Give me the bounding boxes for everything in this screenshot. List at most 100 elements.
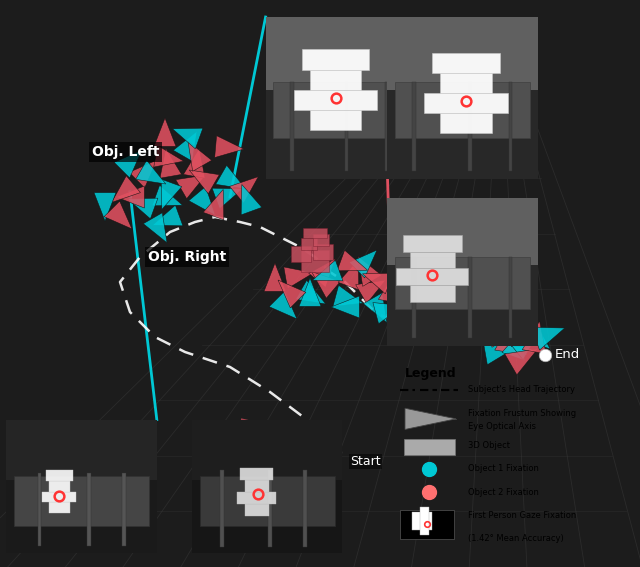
Polygon shape <box>531 327 565 350</box>
Polygon shape <box>214 136 244 158</box>
Bar <box>387 17 538 90</box>
Bar <box>49 481 70 492</box>
Bar <box>303 228 327 238</box>
Polygon shape <box>296 280 326 304</box>
Bar <box>387 198 538 265</box>
Polygon shape <box>94 193 116 221</box>
Polygon shape <box>364 293 387 323</box>
Bar <box>200 476 335 526</box>
Polygon shape <box>446 296 474 318</box>
Polygon shape <box>349 250 377 278</box>
Bar <box>49 502 70 513</box>
Bar <box>313 244 333 260</box>
Polygon shape <box>399 278 426 307</box>
Bar <box>468 257 472 338</box>
Bar <box>310 110 361 130</box>
Polygon shape <box>154 145 184 167</box>
Bar <box>38 473 42 546</box>
Bar <box>412 257 416 338</box>
Polygon shape <box>453 276 475 306</box>
Polygon shape <box>442 300 472 321</box>
Polygon shape <box>161 179 182 210</box>
Polygon shape <box>358 256 381 286</box>
Text: Object 2 Fixation: Object 2 Fixation <box>468 488 539 497</box>
Bar <box>509 257 513 338</box>
Polygon shape <box>454 287 484 308</box>
Polygon shape <box>373 303 403 324</box>
Bar <box>6 480 157 553</box>
Polygon shape <box>111 176 140 202</box>
Bar <box>403 235 461 252</box>
Bar <box>273 82 406 138</box>
Polygon shape <box>312 260 343 281</box>
Polygon shape <box>362 273 393 294</box>
Text: End: End <box>555 349 580 362</box>
FancyBboxPatch shape <box>404 439 455 455</box>
Bar <box>45 470 72 481</box>
Text: First Person Gaze Fixation: First Person Gaze Fixation <box>468 511 577 520</box>
Bar <box>424 93 508 113</box>
Bar <box>301 238 317 250</box>
Polygon shape <box>483 341 516 365</box>
Bar <box>310 70 361 90</box>
Polygon shape <box>337 250 367 271</box>
Bar <box>410 285 455 302</box>
Polygon shape <box>427 272 456 298</box>
Bar <box>244 503 269 515</box>
Bar <box>395 82 530 138</box>
Polygon shape <box>502 327 525 361</box>
Bar <box>294 90 377 110</box>
Polygon shape <box>411 275 441 299</box>
Polygon shape <box>143 213 167 243</box>
Bar <box>412 513 432 530</box>
Polygon shape <box>428 284 450 313</box>
Bar <box>291 246 311 262</box>
Text: Subject's Head Trajectory: Subject's Head Trajectory <box>468 386 575 395</box>
Polygon shape <box>498 307 527 338</box>
Bar <box>237 492 276 503</box>
Polygon shape <box>511 324 545 346</box>
Bar <box>387 90 538 179</box>
Polygon shape <box>189 170 220 194</box>
Polygon shape <box>395 259 417 288</box>
Polygon shape <box>378 273 400 303</box>
Polygon shape <box>331 296 360 318</box>
Polygon shape <box>230 176 259 203</box>
Polygon shape <box>114 150 142 178</box>
Bar <box>345 82 348 171</box>
Bar <box>266 17 413 90</box>
Text: Obj. Left: Obj. Left <box>92 145 159 159</box>
Polygon shape <box>284 267 314 289</box>
Text: 3D Object: 3D Object <box>468 441 510 450</box>
Polygon shape <box>308 259 335 287</box>
Text: Start: Start <box>350 455 381 468</box>
Text: Obj. Right: Obj. Right <box>148 250 227 264</box>
Polygon shape <box>299 278 321 306</box>
Polygon shape <box>505 349 538 375</box>
Bar <box>410 252 455 269</box>
Bar <box>301 250 329 272</box>
Polygon shape <box>189 187 216 215</box>
Polygon shape <box>522 321 546 354</box>
Polygon shape <box>152 205 183 226</box>
Polygon shape <box>388 265 419 287</box>
Text: Legend: Legend <box>405 367 456 380</box>
Bar <box>268 470 272 548</box>
Polygon shape <box>160 149 182 178</box>
Polygon shape <box>116 186 145 208</box>
Polygon shape <box>423 256 447 286</box>
Text: Fixation Frustum Showing: Fixation Frustum Showing <box>468 409 577 417</box>
Bar <box>385 82 388 171</box>
Polygon shape <box>154 118 176 146</box>
Bar <box>395 257 530 309</box>
Polygon shape <box>264 263 286 291</box>
Bar <box>14 476 149 526</box>
Polygon shape <box>136 160 166 184</box>
Polygon shape <box>173 131 197 161</box>
Bar <box>220 470 224 548</box>
Bar <box>87 473 91 546</box>
Polygon shape <box>127 198 158 219</box>
Bar <box>303 470 307 548</box>
Polygon shape <box>333 285 363 307</box>
Bar <box>400 510 454 539</box>
